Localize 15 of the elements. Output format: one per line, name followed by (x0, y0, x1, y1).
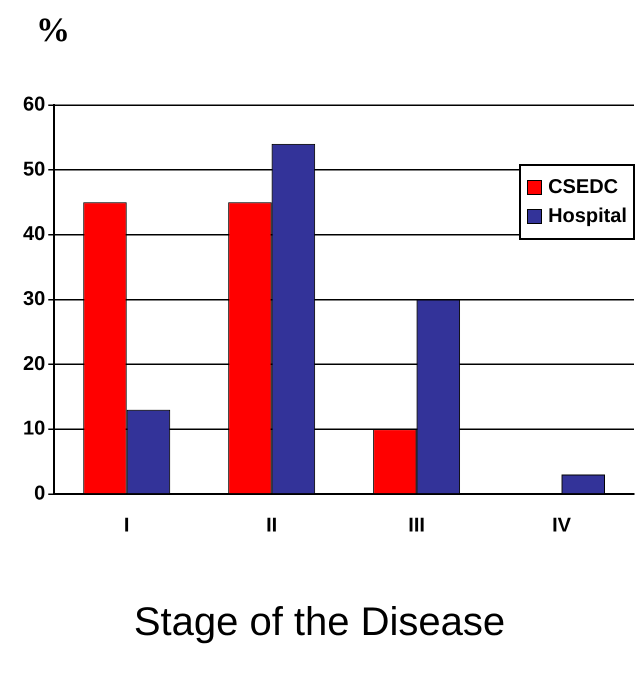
legend-label: CSEDC (548, 176, 618, 199)
y-tick-label: 40 (22, 223, 46, 246)
x-tick-label: III (408, 514, 425, 537)
x-tick-label: II (266, 514, 278, 537)
x-tick-label: I (124, 514, 130, 537)
x-axis-title: Stage of the Disease (132, 600, 506, 645)
y-tick-label: 60 (22, 94, 46, 116)
y-tick-label: 20 (22, 352, 46, 375)
y-axis-title: % (36, 12, 70, 50)
legend-label: Hospital (548, 205, 627, 228)
y-tick-label: 50 (22, 158, 46, 180)
y-tick-label: 30 (22, 288, 46, 310)
y-tick-label: 0 (34, 482, 46, 505)
x-tick-label: IV (552, 514, 572, 537)
y-tick-label: 10 (22, 418, 46, 440)
